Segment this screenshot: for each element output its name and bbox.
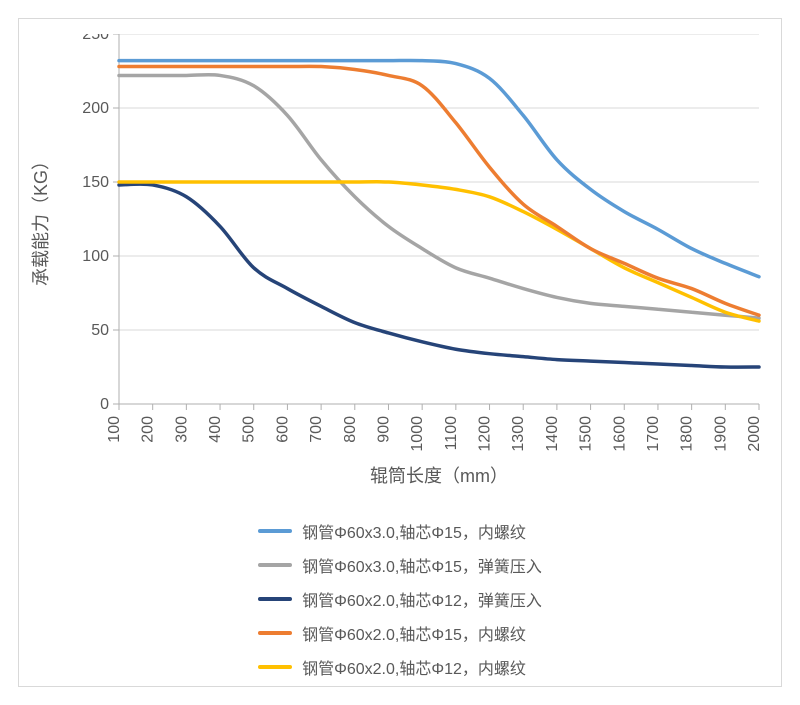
svg-text:1400: 1400 <box>544 416 561 452</box>
svg-text:800: 800 <box>342 416 359 443</box>
svg-text:900: 900 <box>375 416 392 443</box>
legend-label: 钢管Φ60x2.0,轴芯Φ12，内螺纹 <box>302 655 526 679</box>
svg-text:2000: 2000 <box>746 416 763 452</box>
svg-text:1600: 1600 <box>611 416 628 452</box>
legend-swatch <box>258 665 292 669</box>
legend-item-s4: 钢管Φ60x2.0,轴芯Φ15，内螺纹 <box>258 621 526 645</box>
svg-text:1300: 1300 <box>510 416 527 452</box>
svg-text:1800: 1800 <box>679 416 696 452</box>
svg-text:1200: 1200 <box>477 416 494 452</box>
svg-text:承载能力（KG）: 承载能力（KG） <box>31 152 51 286</box>
chart-legend: 钢管Φ60x3.0,轴芯Φ15，内螺纹钢管Φ60x3.0,轴芯Φ15，弹簧压入钢… <box>19 519 781 679</box>
svg-text:300: 300 <box>173 416 190 443</box>
legend-item-s5: 钢管Φ60x2.0,轴芯Φ12，内螺纹 <box>258 655 526 679</box>
legend-item-s1: 钢管Φ60x3.0,轴芯Φ15，内螺纹 <box>258 519 526 543</box>
series-s5 <box>119 182 759 321</box>
legend-label: 钢管Φ60x3.0,轴芯Φ15，内螺纹 <box>302 519 526 543</box>
legend-swatch <box>258 597 292 601</box>
svg-text:辊筒长度（mm）: 辊筒长度（mm） <box>370 466 508 486</box>
svg-text:1500: 1500 <box>578 416 595 452</box>
legend-item-s3: 钢管Φ60x2.0,轴芯Φ12，弹簧压入 <box>258 587 542 611</box>
series-s4 <box>119 66 759 315</box>
svg-text:100: 100 <box>82 248 109 265</box>
legend-label: 钢管Φ60x2.0,轴芯Φ12，弹簧压入 <box>302 587 542 611</box>
svg-text:1700: 1700 <box>645 416 662 452</box>
svg-text:500: 500 <box>241 416 258 443</box>
chart-plot-wrap: 0 50 100 150 200 250 100 200 300 400 500 600 700 800 9… <box>19 34 781 499</box>
series-s3 <box>119 184 759 367</box>
svg-text:1100: 1100 <box>443 416 460 451</box>
legend-label: 钢管Φ60x3.0,轴芯Φ15，弹簧压入 <box>302 553 542 577</box>
svg-text:1000: 1000 <box>409 416 426 452</box>
svg-text:400: 400 <box>207 416 224 443</box>
svg-text:150: 150 <box>82 174 109 191</box>
svg-text:0: 0 <box>100 396 109 413</box>
legend-item-s2: 钢管Φ60x3.0,轴芯Φ15，弹簧压入 <box>258 553 542 577</box>
svg-text:200: 200 <box>82 100 109 117</box>
svg-text:1900: 1900 <box>712 416 729 452</box>
svg-text:200: 200 <box>140 416 157 443</box>
legend-swatch <box>258 631 292 635</box>
svg-text:700: 700 <box>308 416 325 443</box>
svg-text:250: 250 <box>82 34 109 43</box>
series-s1 <box>119 60 759 276</box>
svg-text:600: 600 <box>274 416 291 443</box>
svg-text:50: 50 <box>91 322 109 339</box>
legend-swatch <box>258 529 292 533</box>
legend-label: 钢管Φ60x2.0,轴芯Φ15，内螺纹 <box>302 621 526 645</box>
chart-container: 0 50 100 150 200 250 100 200 300 400 500 600 700 800 9… <box>0 0 800 705</box>
chart-panel: 0 50 100 150 200 250 100 200 300 400 500 600 700 800 9… <box>18 18 782 687</box>
legend-swatch <box>258 563 292 567</box>
svg-text:100: 100 <box>106 416 123 443</box>
line-chart: 0 50 100 150 200 250 100 200 300 400 500 600 700 800 9… <box>19 34 779 494</box>
